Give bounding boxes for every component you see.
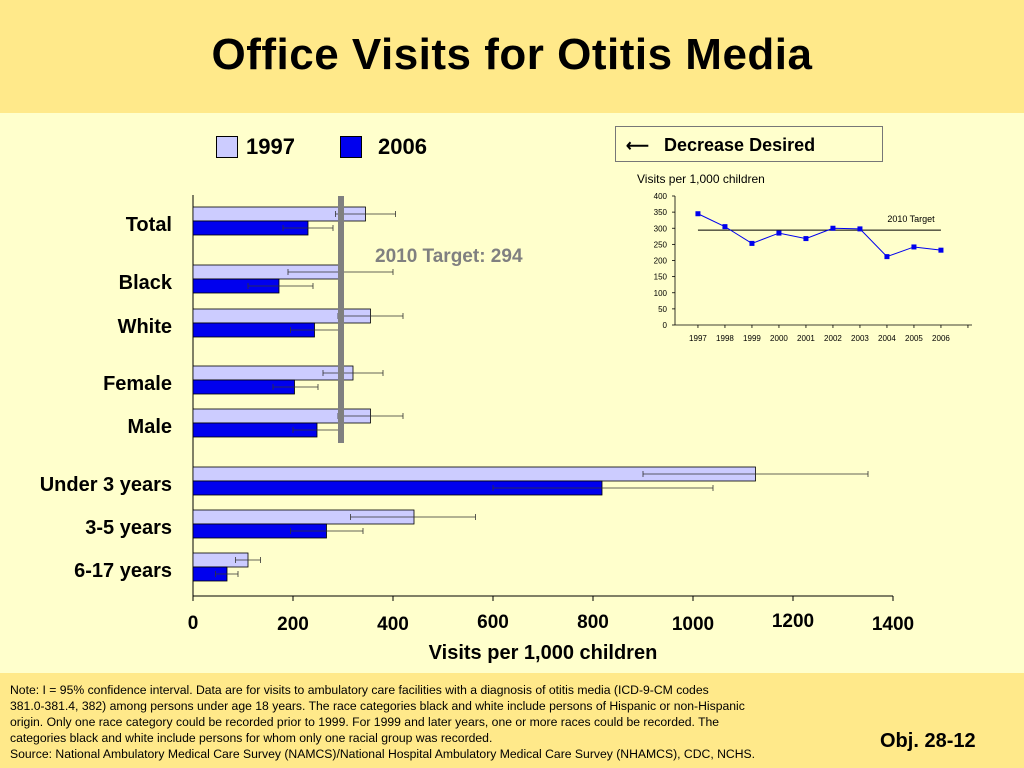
category-label-under-3-years: Under 3 years — [40, 474, 172, 496]
x-tick-label-400: 400 — [377, 614, 409, 635]
decrease-desired-label: Decrease Desired — [664, 135, 816, 155]
x-tick-label-1200: 1200 — [772, 611, 814, 632]
inset-y-tick-label-300: 300 — [654, 224, 668, 233]
inset-point-2005 — [911, 244, 917, 250]
footer — [0, 673, 1024, 768]
inset-y-tick-label-50: 50 — [658, 305, 667, 314]
legend-item-2006: 2006 — [340, 134, 427, 159]
legend-swatch-1997 — [216, 136, 238, 158]
inset-x-tick-label-1997: 1997 — [689, 334, 707, 343]
note-text: Note: I = 95% confidence interval. Data … — [10, 682, 870, 762]
category-label-3-5-years: 3-5 years — [85, 517, 172, 539]
legend-swatch-2006 — [340, 136, 362, 158]
inset-y-tick-label-400: 400 — [654, 192, 668, 201]
inset-point-2004 — [884, 254, 890, 260]
category-label-female: Female — [103, 373, 172, 395]
objective-label: Obj. 28-12 — [880, 730, 976, 752]
inset-point-1999 — [749, 240, 755, 246]
target-label: 2010 Target: 294 — [375, 246, 523, 267]
category-label-male: Male — [128, 416, 172, 438]
inset-point-1997 — [695, 211, 701, 217]
category-label-total: Total — [126, 214, 172, 236]
title-bar — [0, 0, 1024, 113]
category-label-black: Black — [119, 272, 173, 294]
category-label-white: White — [118, 316, 172, 338]
inset-y-tick-label-200: 200 — [654, 257, 668, 266]
inset-target-label: 2010 Target — [887, 214, 935, 224]
inset-y-tick-label-0: 0 — [663, 321, 668, 330]
inset-y-tick-label-150: 150 — [654, 273, 668, 282]
inset-y-tick-label-350: 350 — [654, 208, 668, 217]
x-tick-label-800: 800 — [577, 612, 609, 633]
x-tick-label-1400: 1400 — [872, 614, 914, 635]
note-line-4: categories black and white include perso… — [10, 731, 493, 745]
inset-x-tick-label-2002: 2002 — [824, 334, 842, 343]
inset-y-tick-label-100: 100 — [654, 289, 668, 298]
inset-point-2002 — [830, 225, 836, 231]
inset-point-1998 — [722, 224, 728, 230]
inset-x-tick-label-2001: 2001 — [797, 334, 815, 343]
inset-x-tick-label-1998: 1998 — [716, 334, 734, 343]
page-title: Office Visits for Otitis Media — [211, 30, 813, 79]
inset-x-tick-label-2003: 2003 — [851, 334, 869, 343]
legend-item-1997: 1997 — [216, 134, 295, 159]
x-tick-label-600: 600 — [477, 612, 509, 633]
x-tick-label-0: 0 — [188, 613, 199, 634]
legend-label-2006: 2006 — [378, 134, 427, 159]
inset-y-tick-label-250: 250 — [654, 240, 668, 249]
inset-point-2000 — [776, 230, 782, 236]
x-tick-label-1000: 1000 — [672, 614, 714, 635]
inset-x-tick-label-2000: 2000 — [770, 334, 788, 343]
x-tick-label-200: 200 — [277, 614, 309, 635]
inset-point-2003 — [857, 226, 863, 232]
decrease-desired-box: ⟵ Decrease Desired — [615, 126, 883, 162]
note-line-1: Note: I = 95% confidence interval. Data … — [10, 683, 709, 697]
inset-x-tick-label-2005: 2005 — [905, 334, 923, 343]
x-axis-label: Visits per 1,000 children — [429, 642, 658, 664]
category-label-6-17-years: 6-17 years — [74, 560, 172, 582]
inset-x-tick-label-2004: 2004 — [878, 334, 896, 343]
inset-point-2006 — [938, 247, 944, 253]
inset-x-tick-label-2006: 2006 — [932, 334, 950, 343]
legend-label-1997: 1997 — [246, 134, 295, 159]
source-line: Source: National Ambulatory Medical Care… — [10, 747, 756, 761]
inset-title: Visits per 1,000 children — [637, 172, 765, 186]
inset-data-line — [697, 213, 942, 258]
inset-x-tick-label-1999: 1999 — [743, 334, 761, 343]
left-arrow-icon: ⟵ — [626, 138, 649, 155]
note-line-3: origin. Only one race category could be … — [10, 715, 720, 729]
note-line-2: 381.0-381.4, 382) among persons under ag… — [10, 699, 745, 713]
inset-point-2001 — [803, 236, 809, 242]
